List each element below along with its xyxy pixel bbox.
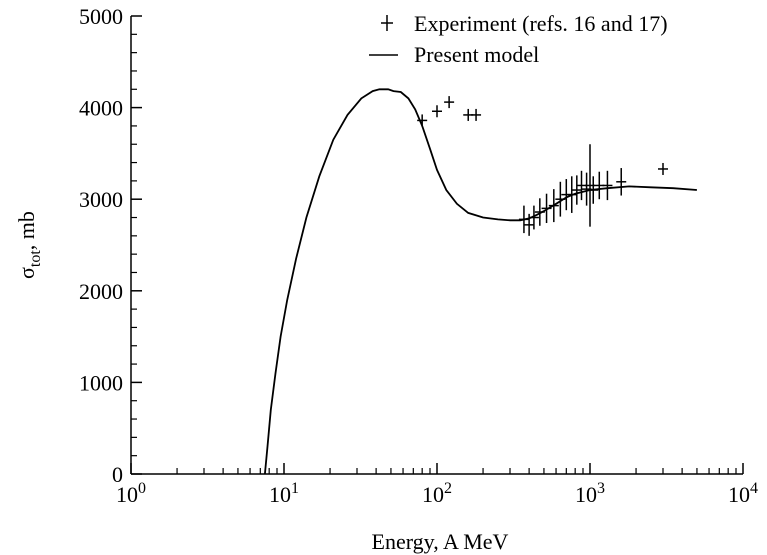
y-tick-label: 4000	[79, 96, 123, 121]
y-tick-label: 2000	[79, 279, 123, 304]
x-axis-ticks: 100 101 102 103 104	[116, 463, 758, 507]
x-tick-label: 100	[116, 480, 146, 507]
x-tick-label-exponent: 3	[597, 480, 605, 497]
x-tick-label: 104	[728, 480, 758, 507]
model-curve	[264, 88, 697, 475]
x-tick-label-base: 10	[116, 482, 138, 507]
experiment-point	[657, 162, 668, 175]
experiment-point	[534, 198, 545, 226]
x-tick-label: 102	[422, 480, 452, 507]
experiment-point	[528, 205, 539, 230]
x-tick-label-exponent: 0	[138, 480, 146, 497]
experiment-point	[576, 170, 587, 201]
y-tick-label: 1000	[79, 370, 123, 395]
experiment-point	[471, 108, 482, 121]
experiment-point	[432, 105, 442, 118]
experiment-point	[602, 170, 613, 201]
x-tick-label-exponent: 1	[291, 480, 299, 497]
y-axis-label-subscript: tot	[27, 250, 44, 267]
experiment-point	[566, 176, 577, 213]
experiment-point	[417, 114, 428, 127]
experiment-point	[548, 189, 559, 223]
experiment-point	[555, 181, 566, 217]
plot-frame	[130, 16, 743, 475]
legend: Experiment (refs. 16 and 17) Present mod…	[369, 11, 668, 67]
x-tick-label: 103	[575, 480, 605, 507]
experiment-point	[571, 175, 582, 205]
x-axis-label: Energy, A MeV	[372, 529, 509, 554]
legend-label-experiment: Experiment (refs. 16 and 17)	[414, 11, 668, 36]
x-tick-label: 101	[269, 480, 299, 507]
legend-label-model: Present model	[414, 42, 539, 67]
x-tick-label-base: 10	[269, 482, 291, 507]
legend-marker-experiment	[381, 15, 393, 31]
x-tick-label-exponent: 4	[750, 480, 758, 497]
experiment-point	[444, 96, 455, 109]
y-tick-label: 0	[112, 462, 123, 487]
x-tick-label-base: 10	[575, 482, 597, 507]
y-axis-label-unit: , mb	[14, 211, 39, 250]
x-tick-label-base: 10	[422, 482, 444, 507]
x-tick-label-base: 10	[728, 482, 750, 507]
y-axis-ticks: 0 1000 2000 3000 4000 5000	[79, 4, 142, 487]
y-axis-label-symbol: σ	[14, 267, 39, 279]
experiment-point	[541, 193, 552, 224]
experiment-point	[588, 176, 599, 204]
experiment-point	[518, 205, 529, 234]
y-tick-label: 5000	[79, 4, 123, 29]
experiment-points-layer	[417, 96, 668, 236]
y-tick-label: 3000	[79, 187, 123, 212]
x-tick-label-exponent: 2	[444, 480, 452, 497]
y-axis-label: σtot, mb	[14, 211, 44, 279]
experiment-point	[616, 168, 627, 196]
model-curve-layer	[264, 88, 697, 475]
